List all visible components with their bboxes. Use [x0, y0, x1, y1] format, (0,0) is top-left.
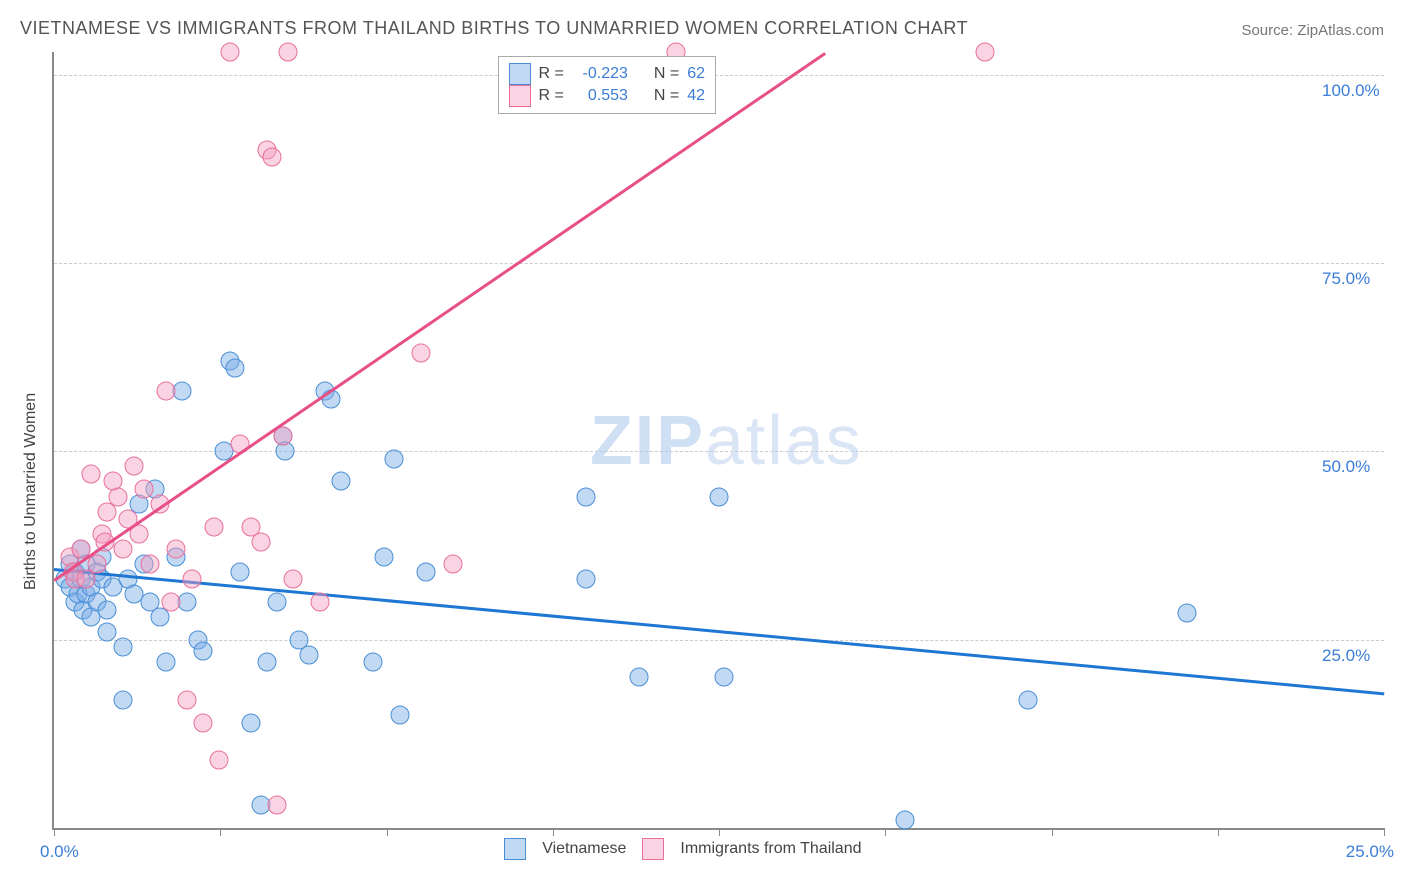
data-point: [300, 645, 319, 664]
data-point: [98, 600, 117, 619]
data-point: [225, 359, 244, 378]
data-point: [417, 562, 436, 581]
gridline: [54, 451, 1384, 452]
data-point: [193, 641, 212, 660]
data-point: [156, 653, 175, 672]
x-tick: [553, 828, 554, 836]
data-point: [577, 570, 596, 589]
legend-label: Vietnamese: [542, 840, 626, 858]
data-point: [284, 570, 303, 589]
n-value: 42: [687, 85, 705, 107]
data-point: [135, 479, 154, 498]
legend-row: R = -0.223 N = 62: [509, 63, 705, 85]
data-point: [167, 540, 186, 559]
data-point: [108, 487, 127, 506]
data-point: [374, 547, 393, 566]
plot-area: [52, 52, 1384, 830]
data-point: [114, 638, 133, 657]
data-point: [577, 487, 596, 506]
correlation-legend: R = -0.223 N = 62 R = 0.553 N = 42: [498, 56, 716, 114]
y-tick-label: 100.0%: [1322, 81, 1380, 101]
r-value: 0.553: [572, 85, 628, 107]
data-point: [231, 562, 250, 581]
source-attribution: Source: ZipAtlas.com: [1241, 22, 1384, 39]
data-point: [124, 457, 143, 476]
r-value: -0.223: [572, 63, 628, 85]
data-point: [114, 690, 133, 709]
x-origin-label: 0.0%: [40, 842, 79, 862]
data-point: [98, 623, 117, 642]
data-point: [896, 811, 915, 830]
data-point: [268, 796, 287, 815]
r-label: R =: [539, 63, 564, 85]
x-tick: [387, 828, 388, 836]
data-point: [390, 705, 409, 724]
x-tick: [719, 828, 720, 836]
data-point: [715, 668, 734, 687]
legend-row: R = 0.553 N = 42: [509, 85, 705, 107]
data-point: [268, 592, 287, 611]
data-point: [412, 344, 431, 363]
series-legend: Vietnamese Immigrants from Thailand: [504, 838, 861, 860]
x-max-label: 25.0%: [1346, 842, 1394, 862]
legend-swatch: [642, 838, 664, 860]
x-tick: [1384, 828, 1385, 836]
r-label: R =: [539, 85, 564, 107]
data-point: [193, 713, 212, 732]
data-point: [257, 653, 276, 672]
data-point: [87, 555, 106, 574]
gridline: [54, 263, 1384, 264]
data-point: [332, 472, 351, 491]
n-label: N =: [654, 63, 679, 85]
data-point: [220, 43, 239, 62]
data-point: [1018, 690, 1037, 709]
data-point: [263, 148, 282, 167]
x-tick: [1218, 828, 1219, 836]
data-point: [204, 517, 223, 536]
gridline: [54, 640, 1384, 641]
x-tick: [1052, 828, 1053, 836]
data-point: [162, 592, 181, 611]
trend-line: [53, 52, 826, 581]
data-point: [156, 382, 175, 401]
data-point: [364, 653, 383, 672]
data-point: [178, 690, 197, 709]
data-point: [241, 713, 260, 732]
data-point: [140, 555, 159, 574]
y-tick-label: 75.0%: [1322, 269, 1370, 289]
legend-swatch: [509, 85, 531, 107]
data-point: [252, 532, 271, 551]
legend-label: Immigrants from Thailand: [680, 840, 861, 858]
chart-title: VIETNAMESE VS IMMIGRANTS FROM THAILAND B…: [20, 18, 968, 39]
data-point: [279, 43, 298, 62]
n-value: 62: [687, 63, 705, 85]
data-point: [82, 464, 101, 483]
n-label: N =: [654, 85, 679, 107]
legend-swatch: [504, 838, 526, 860]
data-point: [311, 592, 330, 611]
x-tick: [220, 828, 221, 836]
data-point: [183, 570, 202, 589]
x-tick: [885, 828, 886, 836]
data-point: [114, 540, 133, 559]
data-point: [385, 449, 404, 468]
y-tick-label: 25.0%: [1322, 646, 1370, 666]
data-point: [444, 555, 463, 574]
legend-swatch: [509, 63, 531, 85]
y-tick-label: 50.0%: [1322, 457, 1370, 477]
data-point: [630, 668, 649, 687]
gridline: [54, 75, 1384, 76]
data-point: [1178, 604, 1197, 623]
y-axis-label: Births to Unmarried Women: [22, 393, 40, 590]
data-point: [209, 751, 228, 770]
x-tick: [54, 828, 55, 836]
data-point: [710, 487, 729, 506]
data-point: [976, 43, 995, 62]
